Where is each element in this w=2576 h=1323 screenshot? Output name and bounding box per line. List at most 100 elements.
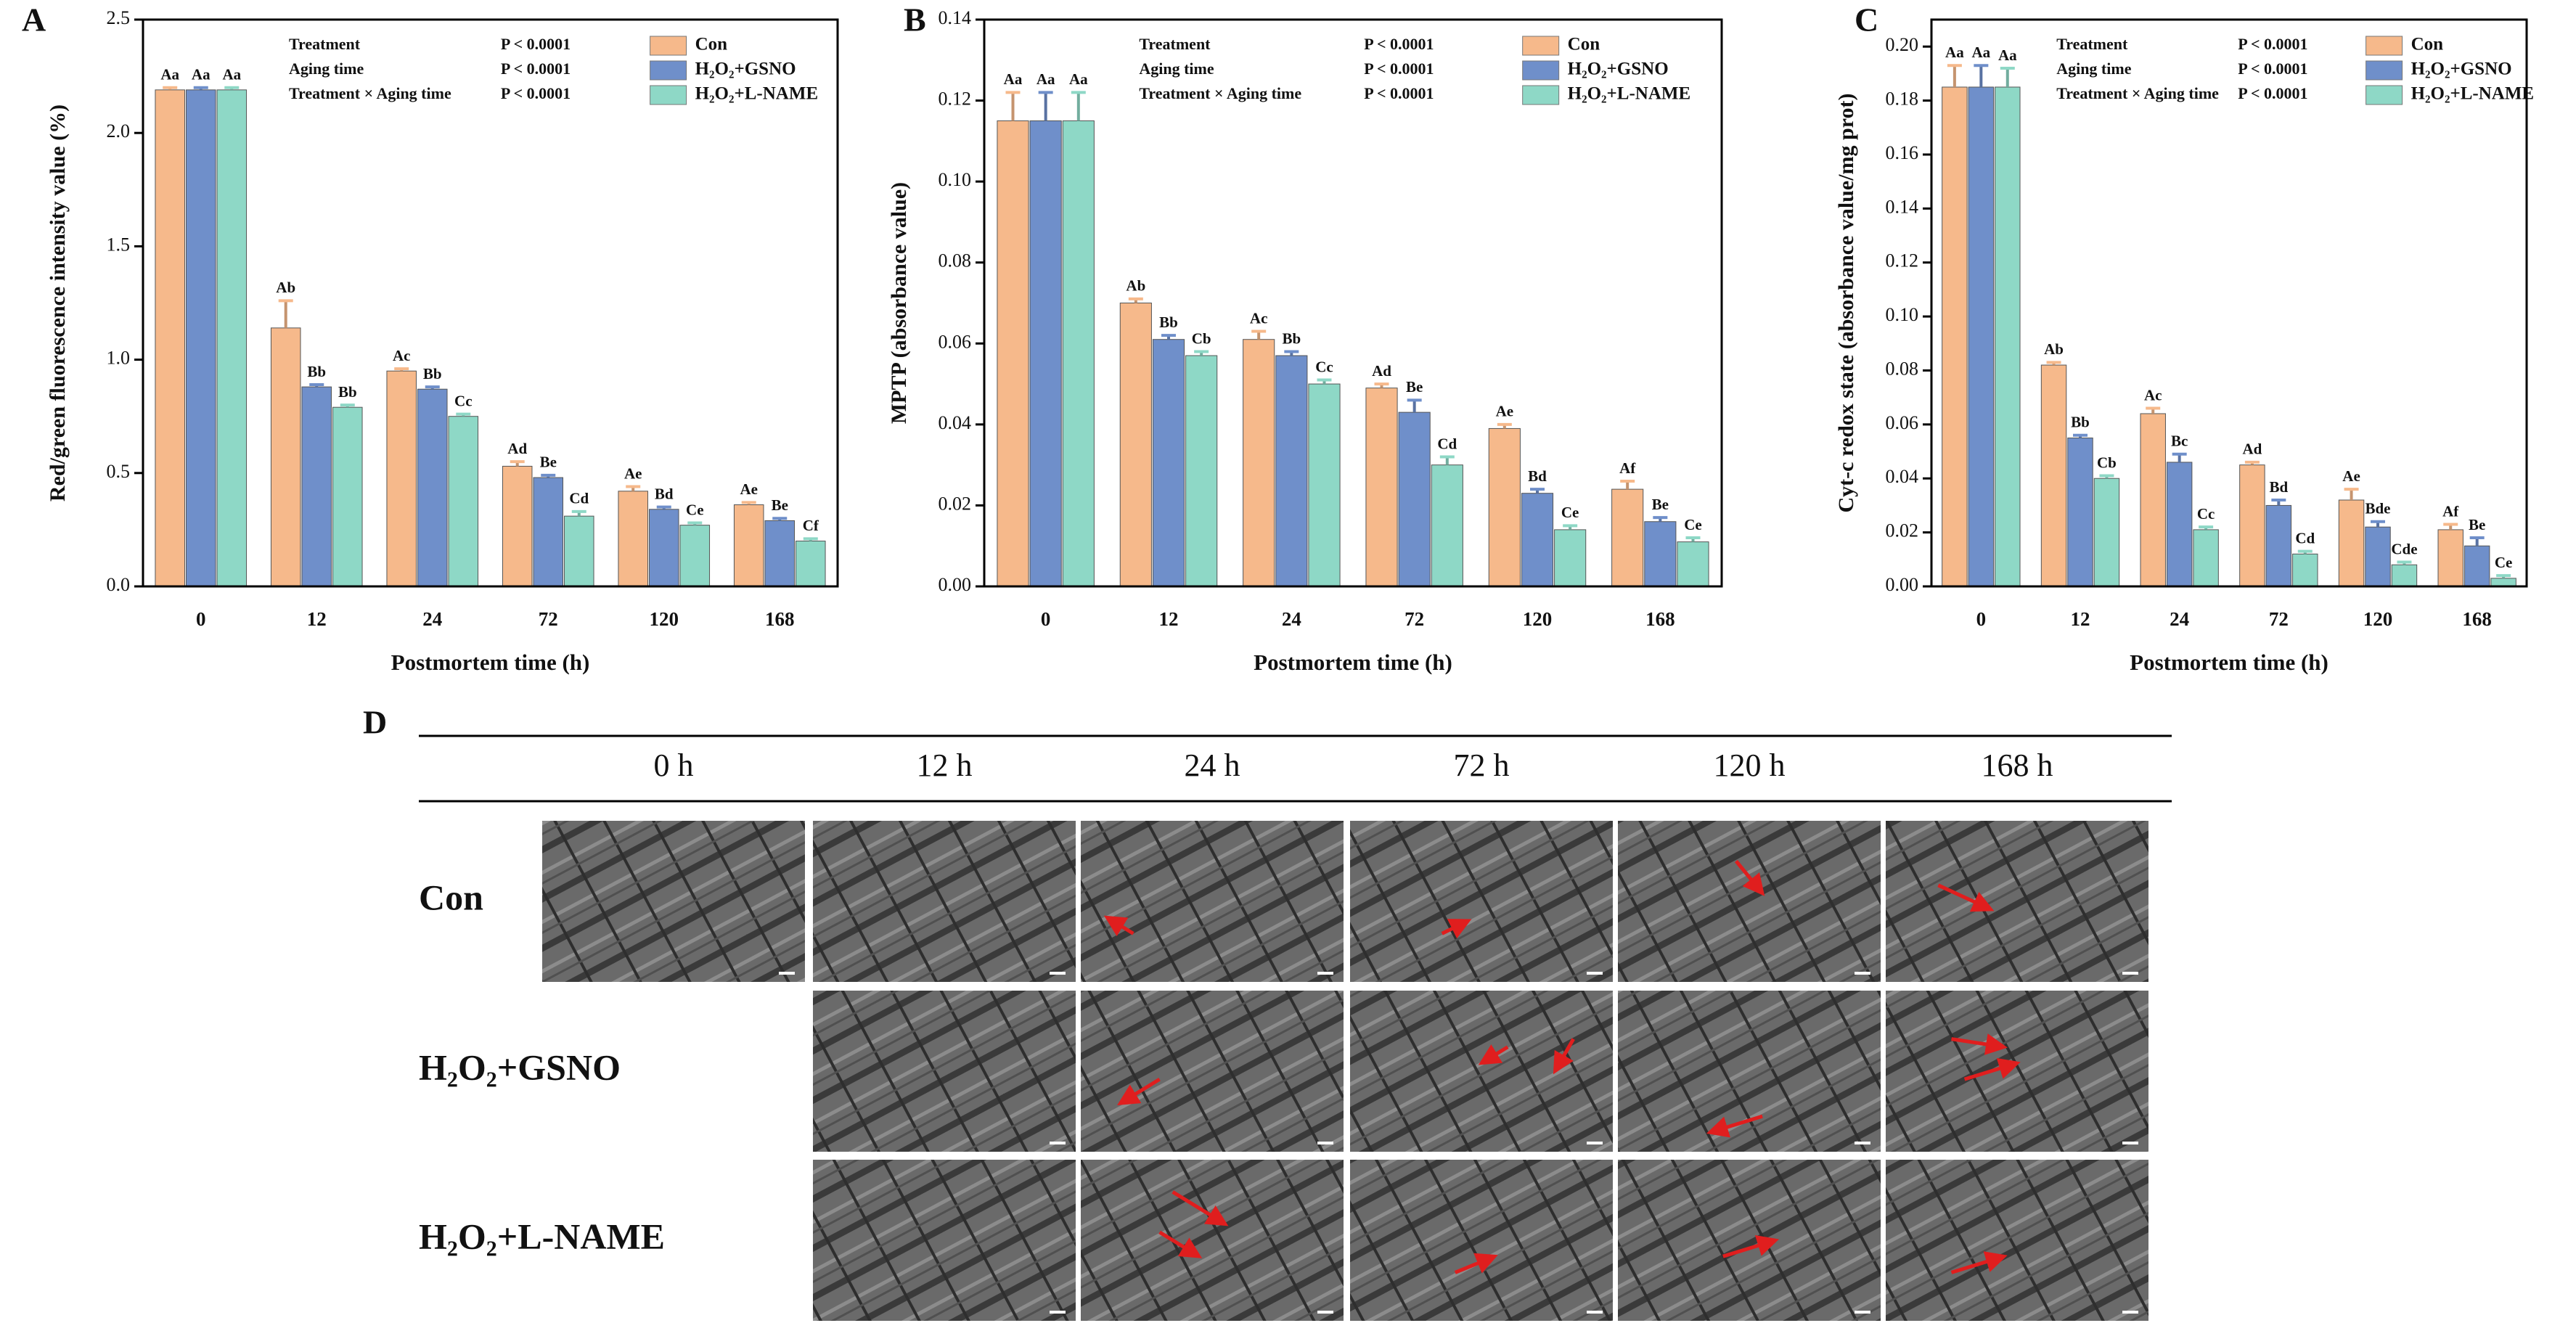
significance-letter: Bd <box>655 485 674 502</box>
micrograph <box>1618 991 1881 1152</box>
arrow <box>1937 883 1995 912</box>
bar <box>2193 529 2219 587</box>
y-tick-label: 0.10 <box>939 169 972 190</box>
significance-letter: Cd <box>2295 529 2315 546</box>
bar <box>2166 462 2193 587</box>
column-header: 24 h <box>1185 747 1240 783</box>
scale-bar <box>1050 1311 1066 1314</box>
bar <box>2140 413 2166 587</box>
scale-bar <box>2122 1311 2138 1314</box>
row-label: H₂O₂+L-NAME <box>419 1216 665 1256</box>
significance-letter: Bd <box>2269 478 2288 496</box>
stat-p: P < 0.0001 <box>501 35 571 53</box>
bar <box>648 509 679 587</box>
row-label: H₂O₂+GSNO <box>419 1046 621 1087</box>
bar <box>502 465 533 587</box>
scale-bar <box>1587 972 1603 975</box>
significance-letter: Aa <box>222 66 241 83</box>
bar <box>1611 488 1644 587</box>
y-tick-label: 0.02 <box>1886 520 1919 541</box>
bar <box>1243 339 1275 587</box>
significance-letter: Cb <box>2097 454 2117 471</box>
bar <box>448 416 479 587</box>
y-tick-label: 1.5 <box>107 234 131 255</box>
bar <box>1365 388 1398 587</box>
stat-term: Treatment <box>289 35 361 53</box>
bar <box>2040 364 2067 587</box>
x-tick-label: 12 <box>1159 608 1179 630</box>
bar <box>386 370 417 587</box>
significance-letter: Be <box>772 496 788 514</box>
legend-label: H₂O₂+L-NAME <box>695 84 819 104</box>
bar <box>270 327 301 587</box>
micrograph <box>1886 1160 2148 1321</box>
scale-bar <box>1050 972 1066 975</box>
bar <box>679 525 711 587</box>
micrograph <box>1350 991 1613 1152</box>
x-tick-label: 168 <box>765 608 795 630</box>
scale-bar <box>1855 972 1870 975</box>
y-tick-label: 0.12 <box>1886 250 1919 271</box>
significance-letter: Be <box>540 454 557 471</box>
significance-letter: Ad <box>507 440 527 457</box>
significance-letter: Bc <box>2171 433 2188 450</box>
significance-letter: Cf <box>803 517 819 534</box>
significance-letter: Bb <box>2071 414 2090 431</box>
legend-swatch <box>2366 85 2403 105</box>
y-tick-label: 0.06 <box>939 331 972 352</box>
y-axis-title: Cyt-c redox state (absorbance value/mg p… <box>1834 94 1858 513</box>
significance-letter: Cc <box>454 392 473 409</box>
significance-letter: Aa <box>1971 44 1990 61</box>
micrograph <box>1350 1160 1613 1321</box>
bar <box>1029 120 1062 587</box>
y-tick-label: 0.00 <box>1886 574 1919 595</box>
bar <box>1995 86 2021 587</box>
panel-label: D <box>363 704 387 741</box>
significance-letter: Ae <box>1496 403 1514 420</box>
legend-swatch <box>650 60 687 81</box>
x-axis-title: Postmortem time (h) <box>2130 650 2328 675</box>
x-tick-label: 168 <box>1645 608 1675 630</box>
bar <box>1677 541 1709 587</box>
column-header: 72 h <box>1454 747 1510 783</box>
significance-letter: Bd <box>1528 467 1547 485</box>
x-tick-label: 0 <box>196 608 206 630</box>
arrow <box>1478 1044 1509 1065</box>
significance-letter: Ce <box>686 501 704 518</box>
significance-letter: Ae <box>740 480 758 498</box>
significance-letter: Cde <box>2391 540 2417 557</box>
bar <box>764 520 796 587</box>
stat-p: P < 0.0001 <box>1364 60 1434 78</box>
arrow <box>1441 919 1472 939</box>
bar <box>2463 545 2490 587</box>
y-tick-label: 0.08 <box>939 250 972 271</box>
scale-bar <box>1317 972 1333 975</box>
legend-swatch <box>2366 36 2403 56</box>
legend-swatch <box>1522 36 1560 56</box>
stat-term: Aging time <box>1139 60 1214 78</box>
bar <box>2093 478 2120 587</box>
bar <box>1968 86 1995 587</box>
stat-p: P < 0.0001 <box>501 84 571 102</box>
bar <box>185 89 216 587</box>
legend-label: Con <box>695 35 728 54</box>
scale-bar <box>2122 972 2138 975</box>
row-label: Con <box>419 877 483 917</box>
x-tick-label: 120 <box>650 608 679 630</box>
y-tick-label: 1.0 <box>107 348 131 369</box>
significance-letter: Bb <box>338 383 357 401</box>
bar <box>1521 493 1554 587</box>
significance-letter: Ab <box>2044 340 2064 358</box>
bar <box>1942 86 1968 587</box>
significance-letter: Aa <box>1069 70 1088 88</box>
bar <box>1644 521 1677 587</box>
significance-letter: Be <box>2469 516 2485 533</box>
x-axis-title: Postmortem time (h) <box>1254 650 1452 675</box>
bar <box>618 491 648 587</box>
y-tick-label: 0.06 <box>1886 412 1919 433</box>
significance-letter: Be <box>1652 496 1669 513</box>
micrograph <box>1081 1160 1344 1321</box>
bar <box>1488 427 1521 587</box>
legend-label: H₂O₂+L-NAME <box>2411 84 2535 104</box>
